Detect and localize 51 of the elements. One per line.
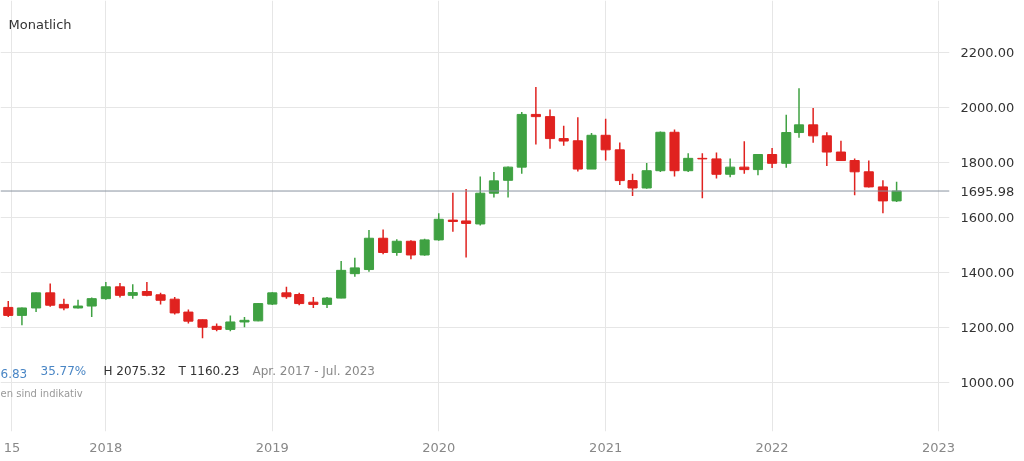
candlestick: [405, 239, 416, 261]
candlestick: [433, 212, 444, 242]
candlestick: [349, 256, 360, 278]
candlestick: [503, 165, 514, 199]
y-tick-label: 2000.00: [960, 100, 1015, 116]
annotation: 35.77%: [40, 363, 87, 378]
y-tick-label: 1400.00: [960, 264, 1015, 280]
candlestick: [849, 157, 860, 196]
candlestick: [641, 162, 652, 190]
candlestick: [627, 172, 638, 197]
candlestick: [808, 107, 819, 144]
x-tick-label: 2018: [89, 439, 123, 455]
candlestick: [530, 86, 541, 146]
candlestick: [253, 302, 264, 322]
candlestick: [447, 191, 458, 233]
candlestick: [821, 131, 832, 167]
annotation: 6.83: [0, 366, 28, 381]
y-tick-label: 1200.00: [960, 319, 1015, 335]
annotation: H 2075.32: [103, 363, 166, 378]
candlestick: [31, 291, 42, 313]
candlestick: [835, 140, 847, 162]
x-tick-label: 2022: [755, 439, 789, 455]
candlestick: [767, 147, 778, 169]
x-tick-label: 2019: [255, 439, 289, 455]
text: Monatlich: [8, 16, 72, 32]
candlestick: [725, 157, 736, 179]
candlestick: [600, 118, 611, 162]
y-tick-label: 1000.00: [960, 374, 1015, 390]
candlestick: [711, 151, 722, 180]
annotation: en sind indikativ: [0, 387, 83, 399]
candlestick: [683, 152, 694, 173]
candlestick: [544, 108, 556, 150]
candlestick: [45, 282, 56, 308]
candlestick: [558, 124, 569, 147]
annotation: Apr. 2017 - Jul. 2023: [252, 363, 375, 378]
candlestick: [793, 87, 805, 139]
y-tick-label: 1800.00: [960, 154, 1015, 170]
candlestick: [197, 318, 208, 339]
x-tick-label: 2021: [589, 439, 623, 455]
candlestick: [378, 228, 389, 255]
y-tick-label: 2200.00: [960, 45, 1015, 61]
y-tick-label: 1600.00: [960, 209, 1015, 225]
x-tick-label: 2020: [422, 439, 456, 455]
candlestick: [863, 159, 874, 189]
x-tick-label: 15: [3, 439, 21, 455]
candlestick: [697, 152, 708, 199]
candlestick: [739, 140, 750, 175]
ref-line-label: 1695.98: [960, 183, 1015, 199]
annotation: T 1160.23: [177, 363, 240, 378]
candlestick: [461, 188, 472, 259]
x-tick-label: 2023: [922, 439, 956, 455]
